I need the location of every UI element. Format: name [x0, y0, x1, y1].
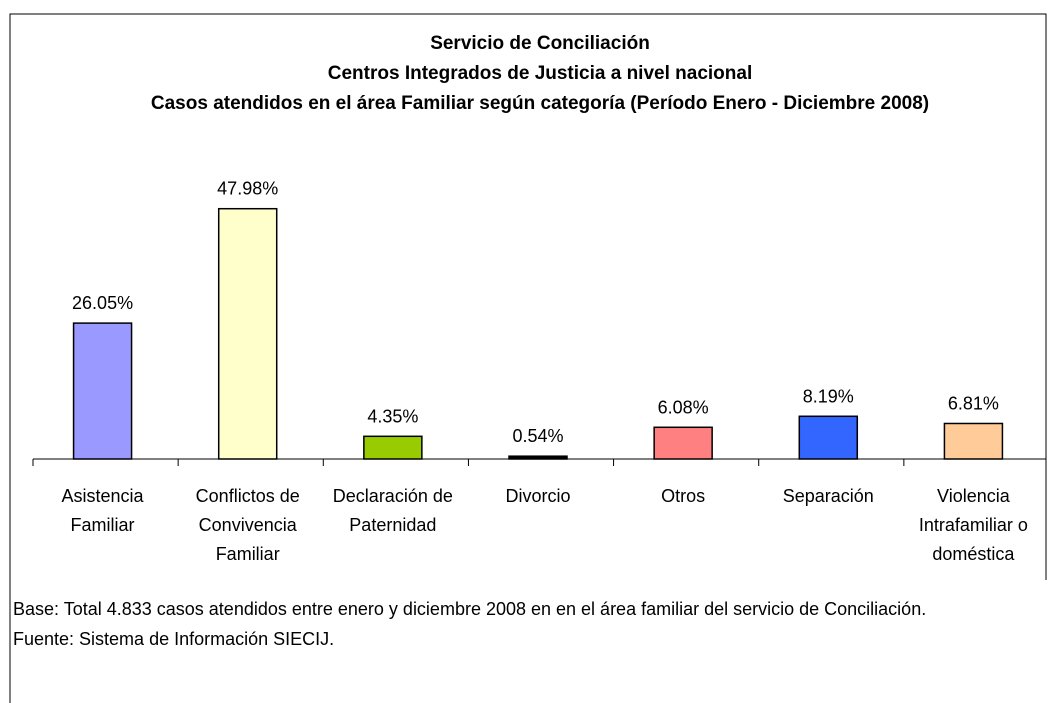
chart-title: Casos atendidos en el área Familiar segú…: [150, 93, 930, 114]
footnote: Base: Total 4.833 casos atendidos entre …: [13, 599, 927, 619]
data-label: 47.98%: [217, 179, 278, 199]
bar: [653, 426, 713, 460]
chart-title: Centros Integrados de Justicia a nivel n…: [327, 63, 753, 84]
x-tick-label: Otros: [661, 486, 706, 506]
bar: [72, 322, 133, 460]
chart-title: Servicio de Conciliación: [430, 33, 650, 54]
data-label: 26.05%: [72, 293, 133, 313]
x-tick-label: Declaración de Paternidad: [332, 486, 453, 535]
data-label: 8.19%: [803, 386, 854, 406]
bar: [217, 207, 278, 460]
x-tick-label: Conflictos de Convivencia Familiar: [195, 486, 300, 564]
x-tick-label: Asistencia Familiar: [61, 486, 144, 535]
notes: Base: Total 4.833 casos atendidos entre …: [13, 594, 1052, 654]
data-label: 4.35%: [367, 406, 418, 426]
footnote: Fuente: Sistema de Información SIECIJ.: [13, 629, 335, 649]
data-label: 6.08%: [658, 397, 709, 417]
bar: [363, 435, 423, 460]
data-label: 0.54%: [512, 426, 563, 446]
bar: [798, 415, 859, 460]
x-tick-label: Violencia Intrafamiliar o doméstica: [918, 486, 1028, 564]
bar: [943, 422, 1004, 460]
x-tick-label: Separación: [782, 486, 874, 506]
data-label: 6.81%: [948, 393, 999, 413]
frame: [9, 13, 1047, 703]
x-tick-label: Divorcio: [505, 486, 571, 506]
bar: [508, 455, 568, 460]
